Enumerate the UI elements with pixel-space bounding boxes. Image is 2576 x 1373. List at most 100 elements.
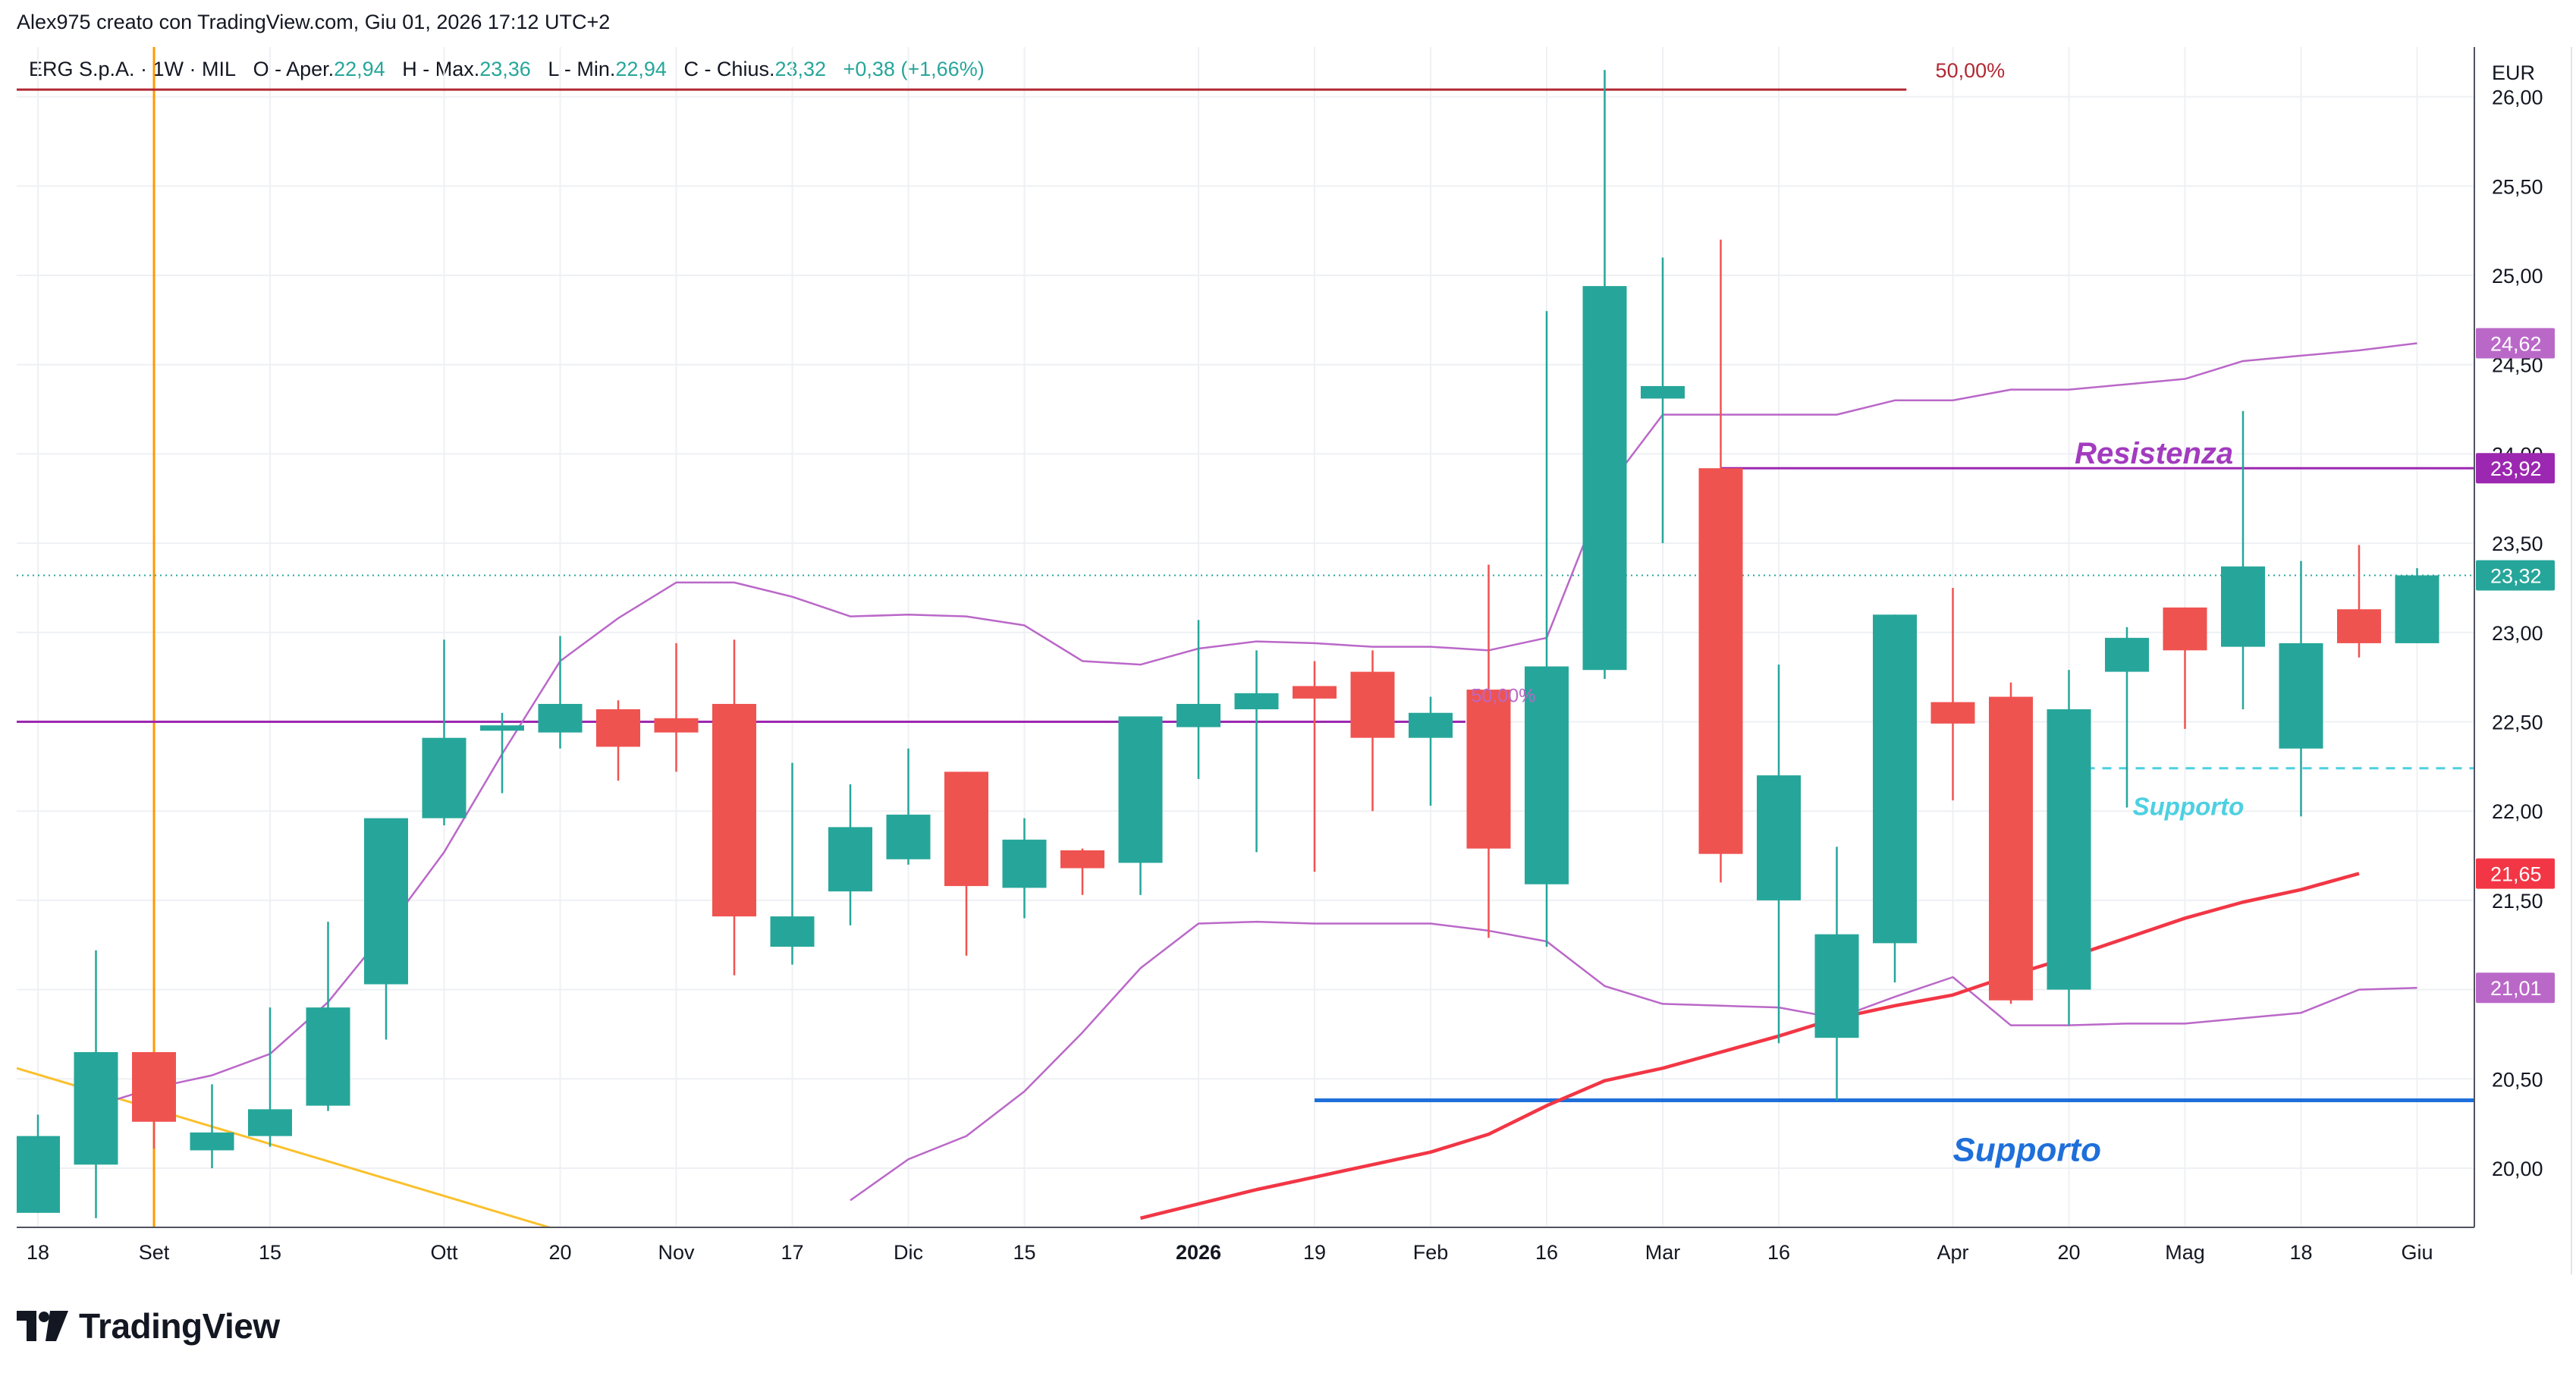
- price-tick-label: 23,50: [2492, 533, 2543, 555]
- candle-body: [1060, 850, 1104, 869]
- candle: [1350, 650, 1395, 812]
- time-tick-label: Feb: [1413, 1241, 1449, 1264]
- candle-body: [1525, 666, 1569, 884]
- candle-body: [306, 1007, 350, 1106]
- candle-body: [1757, 775, 1801, 900]
- tradingview-logo-icon: [17, 1311, 68, 1341]
- candle: [1525, 311, 1569, 947]
- time-tick-label: Dic: [894, 1241, 923, 1264]
- symbol-legend: ERG S.p.A. · 1W · MIL O - Aper.22,94 H -…: [29, 58, 985, 81]
- candle: [1989, 682, 2033, 1004]
- tradingview-logo[interactable]: TradingView: [17, 1305, 280, 1347]
- candle: [654, 643, 699, 772]
- candle-body: [1293, 686, 1337, 699]
- candle-body: [2279, 643, 2323, 749]
- candle-body: [1873, 614, 1917, 944]
- candle: [1409, 696, 1453, 806]
- candle: [364, 818, 408, 1040]
- legend-high-value: 23,36: [479, 58, 531, 80]
- time-tick-label: 17: [781, 1241, 803, 1264]
- price-tick-label: 25,00: [2492, 265, 2543, 287]
- candle-body: [1234, 693, 1279, 710]
- price-badge-bg: [2476, 560, 2555, 591]
- candle: [712, 639, 756, 976]
- moving-average-line: [1139, 872, 2360, 1221]
- fibonacci-50-label: 50,00%: [1936, 59, 2006, 82]
- candle-body: [596, 709, 640, 747]
- candle-body: [1002, 839, 1047, 888]
- candle-body: [1409, 712, 1453, 738]
- price-badge-label: 23,32: [2490, 564, 2542, 587]
- price-badge-bg: [2476, 453, 2555, 484]
- candle: [596, 700, 640, 781]
- legend-symbol[interactable]: ERG S.p.A. · 1W · MIL: [29, 58, 237, 80]
- legend-close-value: 23,32: [774, 58, 827, 80]
- candle: [422, 639, 467, 826]
- candle: [1118, 716, 1163, 895]
- candle-body: [2105, 637, 2149, 672]
- candle: [944, 771, 988, 956]
- candle: [1930, 587, 1975, 801]
- candle-body: [1989, 696, 2033, 1001]
- candle-body: [1582, 286, 1627, 671]
- candle-body: [422, 737, 467, 818]
- chart-creator-line: Alex975 creato con TradingView.com, Giu …: [17, 11, 611, 33]
- legend-open-label: O - Aper.: [253, 58, 335, 80]
- price-badge: 24,62: [2476, 328, 2555, 359]
- candle-body: [1641, 385, 1685, 399]
- candle: [2395, 568, 2439, 643]
- candle-body: [886, 814, 931, 859]
- time-tick-label: 19: [1303, 1241, 1326, 1264]
- price-tick-label: 20,50: [2492, 1068, 2543, 1091]
- price-badge-label: 21,65: [2490, 863, 2542, 886]
- candle: [886, 748, 931, 865]
- time-tick-label: Apr: [1937, 1241, 1968, 1264]
- time-tick-label: Ott: [430, 1241, 458, 1264]
- candle: [190, 1084, 234, 1168]
- candle: [828, 784, 872, 925]
- candle: [1060, 848, 1104, 895]
- price-badge-label: 21,01: [2490, 977, 2542, 1000]
- candle-body: [1466, 690, 1511, 849]
- chart-axes: EUR20,0020,5021,0021,5022,0022,5023,0023…: [17, 47, 2572, 1274]
- time-tick-label: Mag: [2165, 1241, 2205, 1264]
- support-label-cyan: Supporto: [2133, 793, 2245, 821]
- legend-close-label: C - Chius.: [683, 58, 775, 80]
- price-badge-label: 23,92: [2490, 457, 2542, 480]
- candle: [306, 922, 350, 1111]
- price-badge-bg: [2476, 328, 2555, 359]
- time-tick-label: 20: [548, 1241, 571, 1264]
- fibonacci-small-label: 50,00%: [1472, 686, 1536, 707]
- candle-body: [2337, 609, 2381, 643]
- chart-overlays: [17, 47, 2474, 1227]
- currency-label: EUR: [2492, 61, 2535, 84]
- price-badge: 21,65: [2476, 858, 2555, 889]
- time-tick-label: 15: [1013, 1241, 1035, 1264]
- time-tick-label: Mar: [1645, 1241, 1681, 1264]
- support-label-blue: Supporto: [1953, 1132, 2102, 1169]
- candle: [74, 950, 118, 1218]
- candle: [2105, 627, 2149, 808]
- candle: [480, 712, 524, 793]
- chart-annotations: 50,00% 50,00% Resistenza Supporto Supporto: [1472, 59, 2245, 1168]
- candle-body: [1930, 702, 1975, 724]
- price-tick-label: 26,00: [2492, 86, 2543, 109]
- time-tick-label: Nov: [658, 1241, 695, 1264]
- candle-body: [770, 916, 815, 947]
- candle-body: [17, 1136, 60, 1213]
- candle: [770, 762, 815, 965]
- candle: [2047, 670, 2091, 1026]
- candle-body: [1176, 703, 1220, 727]
- candle-body: [2221, 566, 2265, 647]
- time-tick-label: 20: [2057, 1241, 2080, 1264]
- candle: [1176, 620, 1220, 779]
- candle: [1641, 257, 1685, 544]
- time-tick-label: 15: [259, 1241, 281, 1264]
- price-badge-label: 24,62: [2490, 332, 2542, 355]
- price-tick-label: 22,00: [2492, 800, 2543, 823]
- price-badge: 21,01: [2476, 972, 2555, 1004]
- legend-low-label: L - Min.: [548, 58, 616, 80]
- candle-body: [480, 725, 524, 731]
- candle-body: [1350, 671, 1395, 738]
